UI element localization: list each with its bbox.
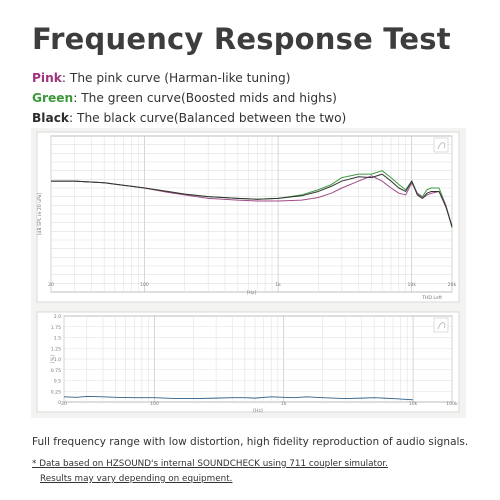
x-tick-label: 100k bbox=[446, 401, 458, 407]
y-tick-label: 0.25 bbox=[51, 389, 61, 395]
thd-svg: 0 0.25 0.5 0.75 1.0 1.25 1.5 1.75 2.0 20 100 1k 10k 1… bbox=[36, 311, 460, 414]
footnote-line-1: * Data based on HZSOUND's internal SOUND… bbox=[32, 459, 388, 469]
curve-legend: Pink: The pink curve (Harman-like tuning… bbox=[32, 68, 346, 128]
y-tick-label: 1.5 bbox=[54, 336, 61, 342]
thd-chart: 0 0.25 0.5 0.75 1.0 1.25 1.5 1.75 2.0 20 100 1k 10k 1… bbox=[31, 308, 466, 418]
y-tick-label: 1.75 bbox=[51, 325, 61, 331]
legend-key-pink: Pink bbox=[32, 71, 62, 85]
legend-item-black: Black: The black curve(Balanced between … bbox=[32, 108, 346, 128]
y-tick-label: 0.5 bbox=[54, 379, 61, 385]
x-tick-label: 10k bbox=[408, 282, 417, 288]
x-axis-label: [Hz] bbox=[247, 290, 257, 296]
y-tick-label: 1.25 bbox=[51, 346, 61, 352]
corner-label: THD Left bbox=[421, 295, 442, 301]
series-line-2 bbox=[51, 173, 453, 227]
caption: Full frequency range with low distortion… bbox=[32, 436, 469, 448]
frequency-response-chart: 20 100 1k 10k 20k [Hz] [dB SPL re 20 uPa] THD L… bbox=[31, 128, 466, 308]
page-title: Frequency Response Test bbox=[32, 22, 451, 56]
y-axis-label: [dB SPL re 20 uPa] bbox=[37, 193, 43, 236]
legend-key-black: Black bbox=[32, 111, 70, 125]
legend-text-green: : The green curve(Boosted mids and highs… bbox=[73, 91, 337, 105]
x-tick-label: 100 bbox=[150, 401, 159, 407]
x-tick-label: 20 bbox=[48, 282, 54, 288]
series-line-0 bbox=[63, 395, 414, 401]
y-tick-label: 0.75 bbox=[51, 368, 61, 374]
x-tick-label: 100 bbox=[140, 282, 149, 288]
x-axis-label: [Hz] bbox=[253, 408, 263, 414]
x-tick-label: 10k bbox=[409, 401, 418, 407]
logo-box-icon bbox=[433, 137, 449, 153]
x-tick-label: 1k bbox=[275, 282, 281, 288]
logo-glyph-icon bbox=[437, 142, 446, 150]
x-tick-label: 20k bbox=[448, 282, 457, 288]
legend-item-green: Green: The green curve(Boosted mids and … bbox=[32, 88, 346, 108]
y-axis-label: [%] bbox=[50, 355, 56, 363]
y-tick-label: 0 bbox=[58, 400, 61, 406]
x-tick-label: 20 bbox=[61, 401, 67, 407]
frequency-response-svg: 20 100 1k 10k 20k [Hz] [dB SPL re 20 uPa] THD L… bbox=[36, 131, 460, 303]
legend-key-green: Green bbox=[32, 91, 74, 105]
legend-item-pink: Pink: The pink curve (Harman-like tuning… bbox=[32, 68, 346, 88]
legend-text-black: : The black curve(Balanced between the t… bbox=[69, 111, 347, 125]
legend-text-pink: : The pink curve (Harman-like tuning) bbox=[61, 71, 291, 85]
y-tick-label: 2.0 bbox=[54, 314, 61, 320]
logo-glyph-icon bbox=[437, 322, 446, 330]
footnote-line-2: Results may vary depending on equipment. bbox=[40, 474, 233, 484]
x-tick-label: 1k bbox=[281, 401, 287, 407]
logo-box-icon bbox=[433, 317, 449, 333]
y-tick-label: 1.0 bbox=[54, 357, 61, 363]
